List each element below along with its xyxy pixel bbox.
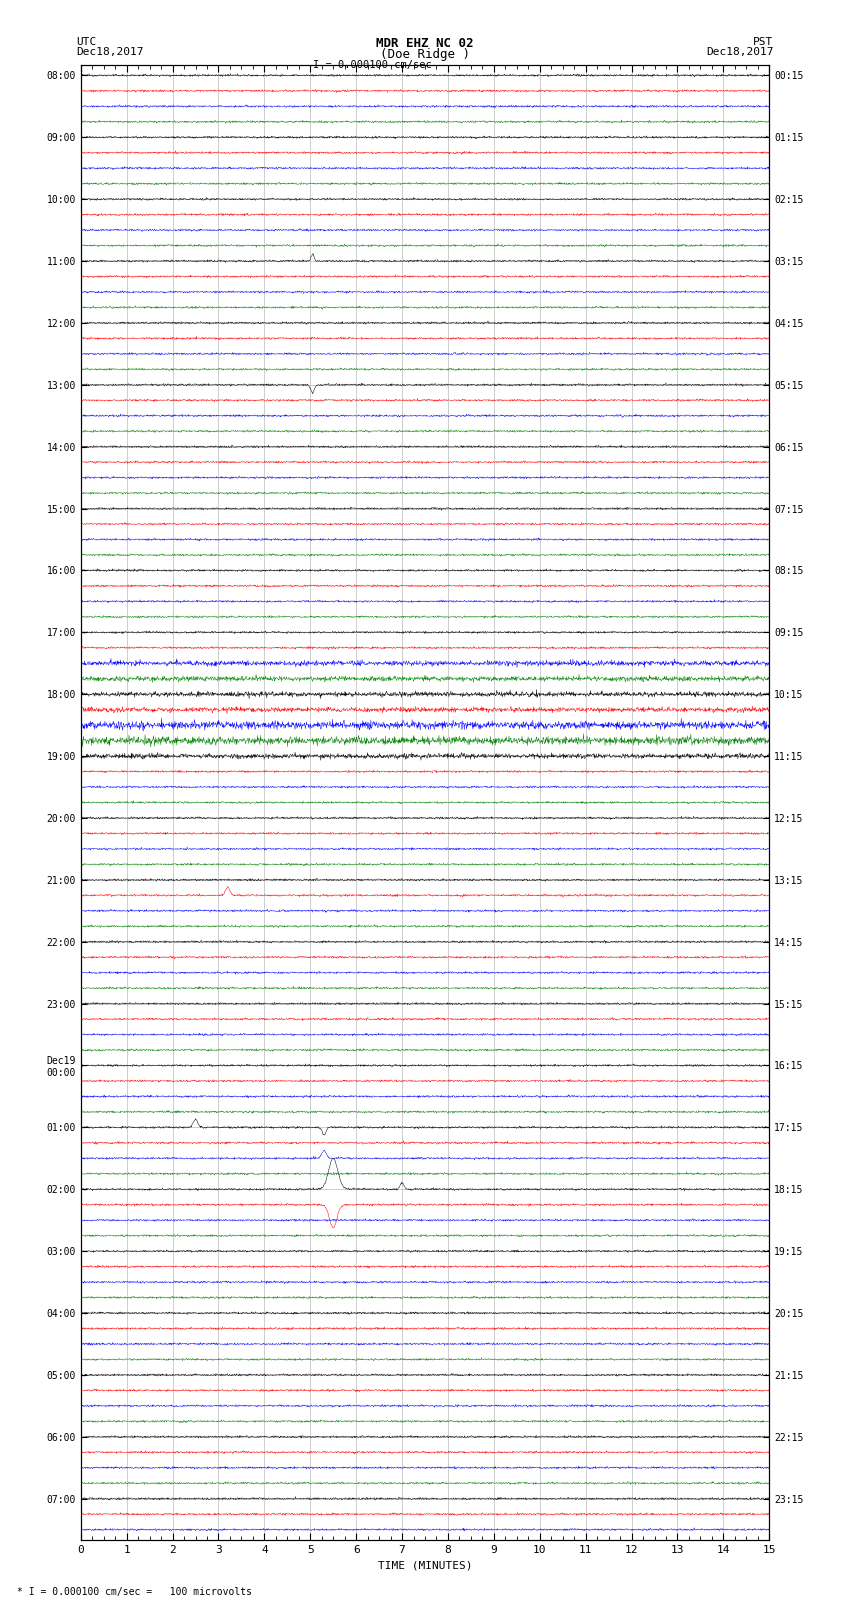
Text: Dec18,2017: Dec18,2017	[76, 47, 144, 56]
Text: UTC: UTC	[76, 37, 97, 47]
Text: (Doe Ridge ): (Doe Ridge )	[380, 48, 470, 61]
Text: MDR EHZ NC 02: MDR EHZ NC 02	[377, 37, 473, 50]
Text: Dec18,2017: Dec18,2017	[706, 47, 774, 56]
Text: PST: PST	[753, 37, 774, 47]
X-axis label: TIME (MINUTES): TIME (MINUTES)	[377, 1561, 473, 1571]
Text: I = 0.000100 cm/sec: I = 0.000100 cm/sec	[313, 60, 431, 69]
Text: * I = 0.000100 cm/sec =   100 microvolts: * I = 0.000100 cm/sec = 100 microvolts	[17, 1587, 252, 1597]
